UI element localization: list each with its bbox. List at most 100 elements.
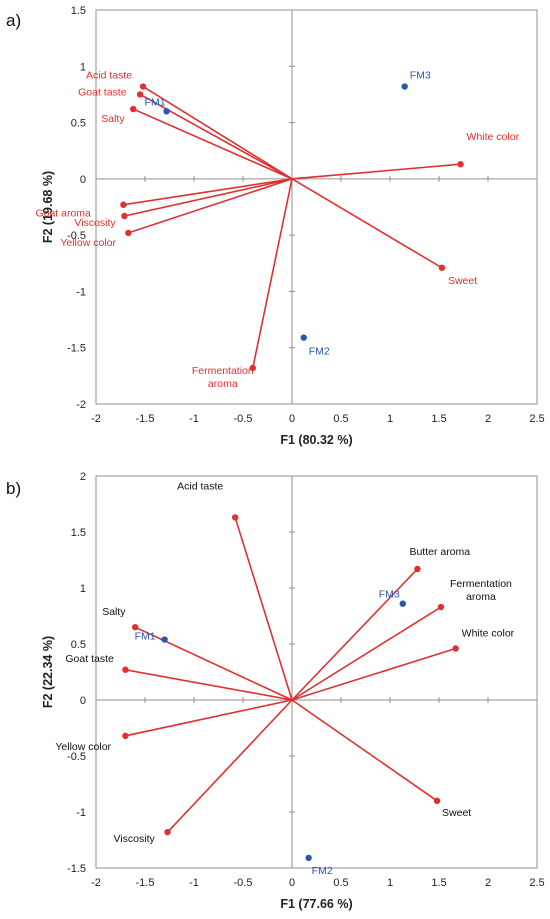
x-tick-label: -1.5 [136,877,155,889]
x-tick-label: -2 [91,877,101,889]
x-tick-label: 1.5 [431,413,446,425]
product-label-fm3: FM3 [379,589,400,601]
loading-point-salty [132,624,139,631]
x-tick-label: 0 [289,413,295,425]
loading-point-yellow-color [125,229,132,237]
x-tick-label: -1.5 [136,413,155,425]
loading-label-fermentation-aroma: Fermentation aroma [450,578,512,603]
loading-label-fermentation-aroma: Fermentation aroma [192,365,254,390]
loading-label-goat-taste: Goat taste [65,653,114,665]
product-point-fm1 [161,636,168,643]
y-axis-title: F2 (19.68 %) [41,171,55,243]
biplot-chart-a: a) -2 -1.5 -1 -0.5 0 0.5 1 1.5 2 2.5 -2 -1.5 -1 -0.5 0 0… [6,5,545,447]
loading-label-yellow-color: Yellow color [60,237,116,249]
x-tick-label: 2 [485,413,491,425]
x-tick-label: -0.5 [234,413,253,425]
loading-label-white-color: White color [467,131,520,143]
y-tick-label: -2 [76,399,86,411]
x-tick-label: 0.5 [333,877,348,889]
loading-point-fermentation-aroma [437,603,445,611]
loading-label-goat-aroma: Goat aroma [35,208,91,220]
loading-vector-goat-aroma [123,178,293,206]
product-point-fm3 [401,83,408,90]
loading-label-sweet: Sweet [442,807,471,819]
product-point-fm3 [399,600,406,607]
loading-point-goat-taste [122,666,129,673]
x-tick-label: -2 [91,413,101,425]
loading-label-acid-taste: Acid taste [86,70,132,82]
loading-point-acid-taste [139,83,147,90]
x-tick-label: 1 [387,877,393,889]
x-tick-label: -0.5 [234,877,253,889]
loading-vector-white-color [291,163,461,180]
loading-point-acid-taste [231,514,239,521]
y-tick-label: 1.5 [71,527,86,539]
loading-vector-sweet [291,699,438,802]
x-tick-label: 2.5 [529,413,544,425]
plot-frame [95,475,538,869]
loading-vector-goat-taste [125,668,293,701]
y-tick-label: -1 [76,286,86,298]
y-tick-label: -1.5 [67,343,86,355]
y-tick-label: 1 [80,583,86,595]
product-label-fm1: FM1 [135,631,156,643]
loading-label-goat-taste: Goat taste [78,86,127,98]
loading-point-butter-aroma [414,565,421,573]
y-tick-label: -1.5 [67,863,86,875]
loading-vector-white-color [291,647,456,701]
loading-label-salty: Salty [101,113,125,125]
product-label-fm1: FM1 [145,96,166,108]
x-tick-label: 2 [485,877,491,889]
x-axis-title: F1 (80.32 %) [280,433,352,447]
loading-label-viscosity: Viscosity [114,833,156,845]
loading-vector-salty [134,626,293,701]
loading-point-sweet [438,264,446,271]
loading-vector-sweet [291,178,443,269]
y-tick-label: 0.5 [71,639,86,651]
product-label-fm2: FM2 [309,346,330,358]
y-axis-title: F2 (22.34 %) [41,636,55,708]
plot-frame [95,9,538,405]
product-point-fm2 [305,854,312,862]
loading-vector-salty [132,108,293,180]
biplot-panel-a: a) -2 -1.5 -1 -0.5 0 0.5 1 1.5 2 2.5 -2 -1.5 -1 -0.5 0 0… [6,5,545,447]
panel-label: b) [6,479,21,498]
y-tick-label: -1 [76,807,86,819]
loading-label-yellow-color: Yellow color [55,741,111,753]
loading-point-goat-aroma [120,201,127,208]
loading-label-white-color: White color [462,627,515,639]
loading-label-sweet: Sweet [448,275,477,287]
loading-vector-yellow-color [125,699,293,737]
y-tick-label: 1.5 [71,5,86,17]
loading-point-viscosity [164,828,171,836]
loading-vector-viscosity [166,699,293,833]
loading-point-salty [130,105,137,113]
loading-vector-fermentation-aroma [252,178,293,369]
panel-label: a) [6,11,21,30]
loading-vector-fermentation-aroma [291,606,442,701]
y-tick-label: 0 [80,695,86,707]
biplot-chart-b: b) -2 -1.5 -1 -0.5 0 0.5 1 1.5 2 2.5 -1.5 -1 -0.5 0 0.5… [6,471,545,911]
product-label-fm2: FM2 [312,865,333,877]
y-tick-label: 0 [80,174,86,186]
y-tick-label: 0.5 [71,118,86,130]
x-tick-label: -1 [189,413,199,425]
loading-point-white-color [457,161,464,168]
y-tick-label: 2 [80,471,86,483]
x-tick-label: 1.5 [431,877,446,889]
loading-label-acid-taste: Acid taste [177,480,223,492]
y-tick-label: -0.5 [67,751,86,763]
product-point-fm1 [163,108,170,115]
x-tick-label: 1 [387,413,393,425]
product-point-fm2 [300,334,307,341]
loading-vector-acid-taste [234,517,293,701]
loading-label-butter-aroma: Butter aroma [409,546,470,558]
loading-vector-acid-taste [142,85,293,180]
product-label-fm3: FM3 [410,70,431,82]
loading-point-goat-taste [136,91,144,98]
y-tick-label: 1 [80,61,86,73]
loading-vector-yellow-color [128,178,293,234]
y-tick-label: -0.5 [67,230,86,242]
x-tick-label: -1 [189,877,199,889]
loading-label-salty: Salty [102,606,126,618]
